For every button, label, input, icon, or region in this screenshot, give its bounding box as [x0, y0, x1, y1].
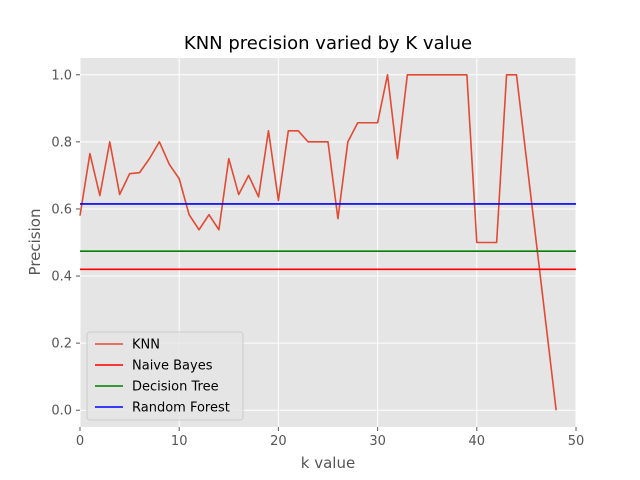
legend: KNN Naive Bayes Decision Tree Random Forest	[86, 331, 244, 421]
y-tick-label: 0.6	[51, 202, 72, 217]
x-axis-label: k value	[301, 454, 355, 472]
y-tick-label: 0.2	[51, 337, 72, 352]
x-tick-label: 0	[76, 434, 84, 449]
legend-label-knn: KNN	[132, 338, 160, 353]
y-tick-label: 1.0	[51, 68, 72, 83]
x-tick-label: 10	[171, 434, 188, 449]
chart-title: KNN precision varied by K value	[184, 33, 472, 54]
ticks: 0 10 20 30 40 50 0.0 0.2 0.4 0.6 0.8 1.0	[51, 68, 584, 449]
series-layer	[79, 73, 576, 411]
series-line-knn	[79, 73, 557, 411]
y-tick-label: 0.8	[51, 135, 72, 150]
legend-label-random-forest: Random Forest	[132, 401, 230, 416]
x-tick-label: 50	[568, 434, 585, 449]
x-tick-label: 20	[270, 434, 287, 449]
y-axis-label: Precision	[26, 209, 44, 276]
x-tick-label: 40	[469, 434, 486, 449]
y-tick-label: 0.0	[51, 404, 72, 419]
y-tick-label: 0.4	[51, 270, 72, 285]
legend-label-decision-tree: Decision Tree	[132, 380, 219, 395]
legend-label-naive-bayes: Naive Bayes	[132, 359, 213, 374]
x-tick-label: 30	[369, 434, 386, 449]
legend-box	[86, 331, 244, 421]
